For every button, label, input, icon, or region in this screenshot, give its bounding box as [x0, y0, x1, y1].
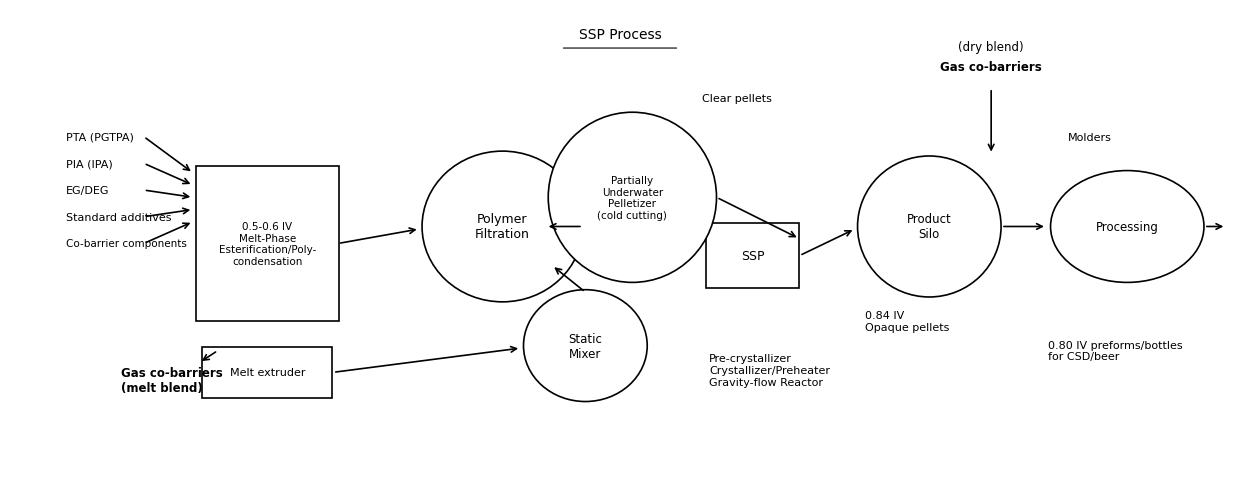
Ellipse shape [1050, 171, 1204, 283]
Text: PIA (IPA): PIA (IPA) [66, 159, 113, 169]
Ellipse shape [858, 157, 1001, 297]
Text: EG/DEG: EG/DEG [66, 185, 109, 196]
Ellipse shape [422, 152, 583, 302]
Text: Gas co-barriers
(melt blend): Gas co-barriers (melt blend) [122, 366, 223, 394]
Text: Melt extruder: Melt extruder [229, 367, 305, 378]
Text: SSP Process: SSP Process [579, 28, 661, 42]
Text: SSP: SSP [740, 250, 764, 263]
Text: Product
Silo: Product Silo [906, 213, 951, 241]
Text: Gas co-barriers: Gas co-barriers [940, 61, 1042, 73]
Text: PTA (PGTPA): PTA (PGTPA) [66, 132, 134, 142]
FancyBboxPatch shape [706, 224, 799, 289]
Text: Molders: Molders [1068, 132, 1112, 142]
Text: Processing: Processing [1096, 221, 1158, 233]
Ellipse shape [548, 113, 717, 283]
Text: (dry blend): (dry blend) [959, 41, 1024, 54]
Text: Standard additives: Standard additives [66, 212, 171, 223]
Text: 0.80 IV preforms/bottles
for CSD/beer: 0.80 IV preforms/bottles for CSD/beer [1048, 340, 1182, 362]
FancyBboxPatch shape [202, 347, 332, 398]
Text: Static
Mixer: Static Mixer [568, 332, 603, 360]
Text: Polymer
Filtration: Polymer Filtration [475, 213, 529, 241]
Text: Pre-crystallizer
Crystallizer/Preheater
Gravity-flow Reactor: Pre-crystallizer Crystallizer/Preheater … [709, 354, 830, 386]
Text: Clear pellets: Clear pellets [702, 93, 771, 103]
Text: Partially
Underwater
Pelletizer
(cold cutting): Partially Underwater Pelletizer (cold cu… [598, 176, 667, 220]
Text: 0.84 IV
Opaque pellets: 0.84 IV Opaque pellets [866, 311, 950, 332]
Text: Co-barrier components: Co-barrier components [66, 239, 186, 249]
Ellipse shape [523, 290, 647, 402]
FancyBboxPatch shape [196, 166, 339, 322]
Text: 0.5-0.6 IV
Melt-Phase
Esterification/Poly-
condensation: 0.5-0.6 IV Melt-Phase Esterification/Pol… [218, 222, 316, 266]
